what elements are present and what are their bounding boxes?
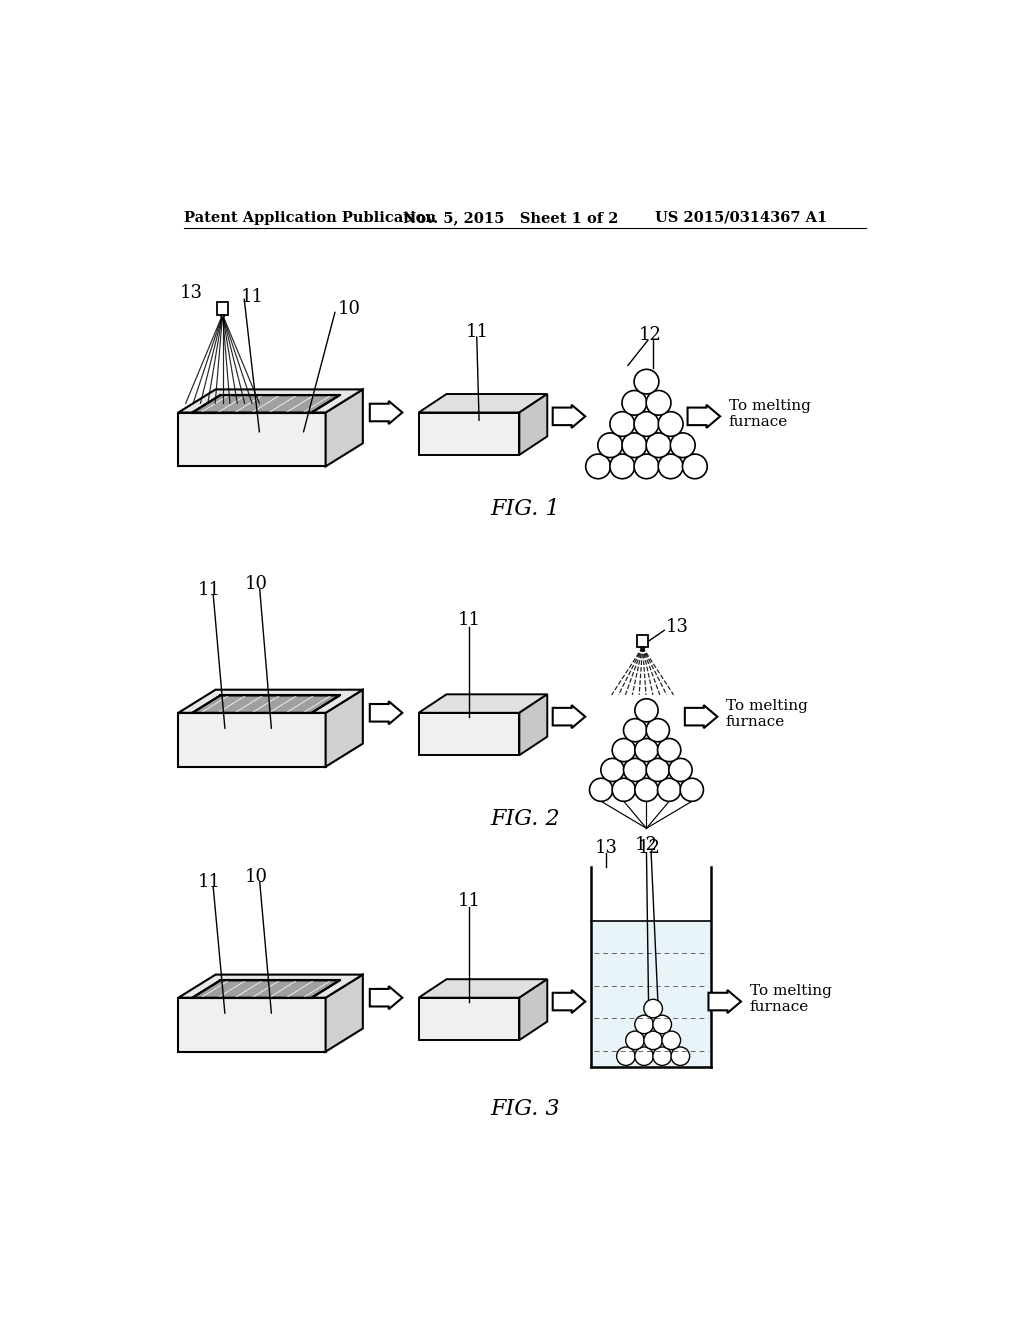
Circle shape xyxy=(612,738,636,762)
Polygon shape xyxy=(553,705,586,729)
Circle shape xyxy=(635,738,658,762)
Polygon shape xyxy=(419,412,519,455)
Circle shape xyxy=(624,718,647,742)
Polygon shape xyxy=(519,979,547,1040)
Polygon shape xyxy=(419,694,547,713)
Text: 11: 11 xyxy=(458,611,480,630)
Circle shape xyxy=(671,1047,689,1065)
Circle shape xyxy=(590,779,612,801)
Polygon shape xyxy=(709,990,741,1014)
Circle shape xyxy=(622,433,647,458)
Text: 11: 11 xyxy=(465,322,488,341)
Text: 12: 12 xyxy=(639,326,662,343)
Circle shape xyxy=(626,1031,644,1049)
Text: 10: 10 xyxy=(245,867,267,886)
Polygon shape xyxy=(519,395,547,455)
Polygon shape xyxy=(178,689,362,713)
Circle shape xyxy=(657,738,681,762)
Text: 12: 12 xyxy=(635,837,657,854)
Polygon shape xyxy=(193,981,340,998)
Polygon shape xyxy=(178,974,362,998)
Circle shape xyxy=(671,433,695,458)
Polygon shape xyxy=(685,705,718,729)
Polygon shape xyxy=(419,395,547,412)
Text: US 2015/0314367 A1: US 2015/0314367 A1 xyxy=(655,211,827,224)
Circle shape xyxy=(634,370,658,393)
Text: 11: 11 xyxy=(198,581,221,598)
Circle shape xyxy=(634,412,658,437)
Circle shape xyxy=(610,454,635,479)
Circle shape xyxy=(610,412,635,437)
Polygon shape xyxy=(370,986,402,1010)
Polygon shape xyxy=(370,401,402,424)
Text: To melting
furnace: To melting furnace xyxy=(729,399,811,429)
Text: 11: 11 xyxy=(458,892,480,911)
Polygon shape xyxy=(178,713,326,767)
Polygon shape xyxy=(370,701,402,725)
Circle shape xyxy=(646,718,670,742)
Polygon shape xyxy=(419,979,547,998)
Circle shape xyxy=(598,433,623,458)
Circle shape xyxy=(634,454,658,479)
Circle shape xyxy=(646,391,671,416)
Text: Nov. 5, 2015   Sheet 1 of 2: Nov. 5, 2015 Sheet 1 of 2 xyxy=(403,211,618,224)
Polygon shape xyxy=(419,998,519,1040)
Polygon shape xyxy=(217,302,228,315)
Circle shape xyxy=(682,454,708,479)
Polygon shape xyxy=(193,696,340,713)
Circle shape xyxy=(586,454,610,479)
Text: 13: 13 xyxy=(180,284,203,302)
Circle shape xyxy=(653,1015,672,1034)
Circle shape xyxy=(635,1047,653,1065)
Text: 11: 11 xyxy=(198,874,221,891)
Circle shape xyxy=(635,779,658,801)
Circle shape xyxy=(644,1031,663,1049)
Text: 13: 13 xyxy=(595,838,617,857)
Circle shape xyxy=(653,1047,672,1065)
Text: 12: 12 xyxy=(637,838,660,857)
Polygon shape xyxy=(553,405,586,428)
Text: FIG. 3: FIG. 3 xyxy=(490,1098,559,1121)
Polygon shape xyxy=(178,412,326,466)
Polygon shape xyxy=(326,389,362,466)
Circle shape xyxy=(601,759,624,781)
Text: To melting
furnace: To melting furnace xyxy=(726,700,808,730)
Polygon shape xyxy=(519,694,547,755)
Circle shape xyxy=(612,779,636,801)
Text: 10: 10 xyxy=(337,300,360,318)
Circle shape xyxy=(622,391,647,416)
Polygon shape xyxy=(220,315,224,319)
Circle shape xyxy=(658,454,683,479)
Polygon shape xyxy=(326,689,362,767)
Polygon shape xyxy=(419,713,519,755)
Circle shape xyxy=(646,433,671,458)
Text: To melting
furnace: To melting furnace xyxy=(750,985,831,1014)
Text: FIG. 1: FIG. 1 xyxy=(490,498,559,520)
Polygon shape xyxy=(637,635,648,647)
Bar xyxy=(591,921,711,1067)
Circle shape xyxy=(657,779,681,801)
Circle shape xyxy=(662,1031,681,1049)
Text: Patent Application Publication: Patent Application Publication xyxy=(183,211,436,224)
Circle shape xyxy=(669,759,692,781)
Circle shape xyxy=(635,1015,653,1034)
Circle shape xyxy=(624,759,647,781)
Circle shape xyxy=(635,698,658,722)
Text: 11: 11 xyxy=(241,288,263,306)
Polygon shape xyxy=(178,998,326,1052)
Text: 10: 10 xyxy=(245,576,267,593)
Circle shape xyxy=(658,412,683,437)
Polygon shape xyxy=(178,389,362,412)
Circle shape xyxy=(680,779,703,801)
Polygon shape xyxy=(553,990,586,1014)
Circle shape xyxy=(646,759,670,781)
Polygon shape xyxy=(687,405,720,428)
Text: FIG. 2: FIG. 2 xyxy=(490,808,559,830)
Circle shape xyxy=(644,999,663,1018)
Circle shape xyxy=(616,1047,635,1065)
Polygon shape xyxy=(193,395,340,412)
Polygon shape xyxy=(326,974,362,1052)
Text: 13: 13 xyxy=(666,618,689,636)
Polygon shape xyxy=(641,647,644,651)
